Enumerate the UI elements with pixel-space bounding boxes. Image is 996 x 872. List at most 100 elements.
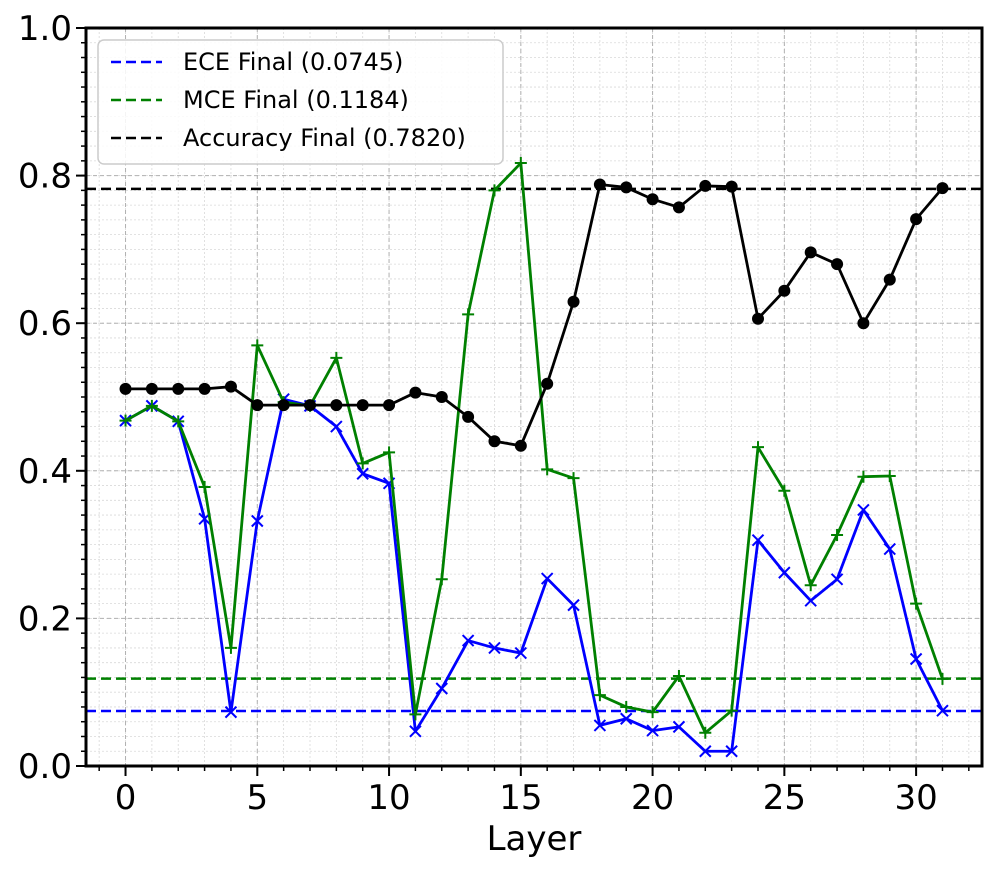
ece-point	[883, 542, 896, 556]
ece-point	[778, 566, 791, 579]
ece-point	[936, 704, 949, 717]
accuracy-point	[541, 377, 554, 390]
accuracy-point	[646, 193, 659, 206]
mce-point	[699, 726, 712, 739]
mce-point	[541, 463, 554, 476]
ece-point	[830, 573, 844, 586]
mce-point	[646, 706, 659, 719]
accuracy-point	[304, 399, 316, 412]
x-tick-label: 20	[631, 778, 674, 818]
y-tick-label: 0.8	[18, 157, 72, 197]
ece-point	[356, 467, 369, 480]
mce-point	[356, 457, 369, 470]
mce-point	[514, 157, 527, 170]
accuracy-point	[910, 213, 923, 226]
series-group	[119, 157, 949, 758]
legend-label-mce: MCE Final (0.1184)	[183, 86, 409, 114]
mce-point	[883, 469, 896, 482]
accuracy-point	[277, 399, 290, 412]
accuracy-point	[672, 201, 685, 214]
accuracy-point	[409, 386, 422, 399]
accuracy-point	[620, 181, 633, 194]
accuracy-point	[567, 295, 580, 308]
accuracy-point	[488, 435, 501, 448]
accuracy-point	[224, 380, 237, 393]
y-tick-label: 0.0	[18, 747, 72, 787]
mce-point	[910, 597, 923, 610]
accuracy-point	[356, 399, 369, 412]
accuracy-point	[857, 317, 870, 330]
accuracy-point	[119, 382, 132, 395]
ece-point	[804, 594, 817, 607]
ece-point	[909, 652, 923, 666]
ece-point	[488, 641, 501, 655]
accuracy-point	[593, 178, 606, 191]
ece-point	[725, 745, 738, 758]
legend-label-ece: ECE Final (0.0745)	[183, 48, 403, 76]
x-tick-label: 15	[499, 778, 542, 818]
accuracy-point	[804, 246, 817, 259]
mce-point	[936, 672, 949, 685]
mce-point	[251, 339, 264, 352]
ece-point	[409, 725, 422, 738]
x-tick-label: 10	[367, 778, 410, 818]
mce-point	[330, 351, 343, 364]
ece-point	[672, 720, 686, 734]
accuracy-point	[172, 382, 185, 395]
ece-point	[461, 634, 475, 647]
mce-point	[224, 641, 237, 654]
accuracy-point	[936, 182, 949, 195]
accuracy-point	[462, 410, 475, 423]
mce-point	[567, 472, 580, 485]
mce-point	[831, 529, 844, 542]
accuracy-point	[383, 399, 396, 412]
y-tick-label: 0.6	[18, 304, 72, 344]
accuracy-point	[330, 399, 343, 412]
accuracy-point	[435, 391, 448, 403]
mce-point	[778, 484, 791, 497]
y-tick-label: 1.0	[18, 9, 72, 49]
mce-point	[488, 184, 501, 197]
x-tick-label: 30	[894, 778, 937, 818]
accuracy-point	[514, 439, 527, 452]
accuracy-point	[831, 258, 844, 271]
ece-point	[699, 745, 712, 758]
legend-box	[97, 39, 504, 165]
mce-point	[172, 415, 185, 428]
ece-point	[514, 646, 528, 660]
axes-ticks: 0 5 10 15 20 25 30 0.0 0.2 0.4 0.6 0.8 1.0	[18, 9, 970, 818]
mce-point	[725, 704, 738, 717]
mce-point	[198, 481, 211, 494]
mce-point	[383, 446, 396, 459]
mce-point	[119, 414, 132, 427]
x-tick-label: 25	[763, 778, 806, 818]
mce-point	[435, 573, 448, 586]
ece-point	[593, 719, 607, 732]
mce-point	[672, 669, 685, 682]
legend: ECE Final (0.0745) MCE Final (0.1184) Accu…	[97, 39, 504, 165]
y-tick-label: 0.2	[18, 599, 72, 639]
accuracy-point	[883, 273, 896, 286]
legend-label-accuracy: Accuracy Final (0.7820)	[183, 124, 466, 152]
mce-point	[620, 700, 633, 713]
accuracy-point	[778, 284, 791, 297]
ece-point	[646, 724, 659, 737]
mce-point	[593, 689, 606, 702]
ece-point	[751, 533, 765, 547]
mce-point	[857, 470, 870, 483]
mce-point	[145, 399, 158, 412]
mce-point	[462, 308, 475, 321]
x-axis-label: Layer	[487, 819, 582, 859]
y-tick-label: 0.4	[18, 452, 72, 492]
x-tick-label: 0	[115, 778, 137, 818]
ece-point	[435, 682, 448, 695]
mce-series-line	[124, 161, 944, 735]
mce-point	[804, 579, 817, 592]
ece-point	[540, 572, 554, 585]
accuracy-point	[725, 180, 738, 193]
ece-point	[251, 514, 264, 528]
ece-point	[224, 705, 238, 719]
accuracy-point	[699, 179, 712, 192]
accuracy-point	[145, 382, 158, 395]
